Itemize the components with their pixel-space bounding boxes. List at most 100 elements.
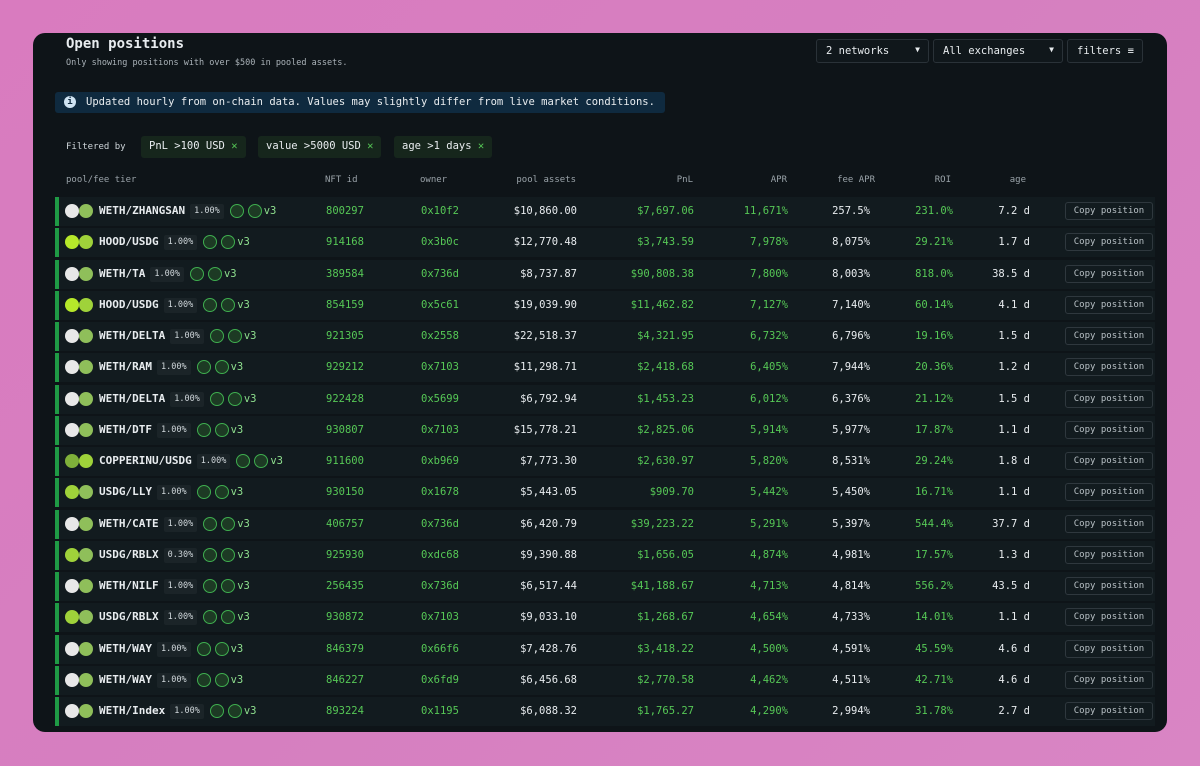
token-icon — [79, 547, 93, 562]
version: v3 — [237, 298, 250, 311]
pool-assets: $9,390.88 — [520, 548, 577, 561]
fee-apr: 5,977% — [832, 423, 870, 436]
copy-position-button[interactable]: Copy position — [1065, 327, 1153, 345]
banner-text: Updated hourly from on-chain data. Value… — [86, 96, 655, 108]
token-icon — [65, 422, 79, 437]
pnl: $39,223.22 — [630, 517, 694, 530]
token-icon — [79, 516, 93, 531]
button-label: filters — [1077, 45, 1122, 57]
copy-position-button[interactable]: Copy position — [1065, 295, 1153, 314]
age: 43.5 d — [992, 580, 1030, 592]
filter-chip[interactable]: age >1 days ✕ — [394, 136, 493, 158]
pool-name: HOOD/USDG — [99, 235, 159, 249]
token-icon — [65, 360, 79, 375]
apr: 5,442% — [750, 486, 788, 499]
version: v3 — [223, 267, 237, 280]
position-row: WETH/DELTA 1.00% v3 922428 0x5699 $6,792.94 $1… — [55, 384, 1155, 414]
token-icon — [65, 235, 79, 250]
age: 1.5 d — [998, 392, 1030, 405]
copy-position-button[interactable]: Copy position — [1065, 389, 1153, 408]
fee-apr: 6,796% — [832, 330, 870, 342]
apr: 4,500% — [750, 642, 788, 655]
copy-position-button[interactable]: Copy position — [1065, 670, 1153, 689]
fee-apr: 5,450% — [832, 486, 870, 499]
exchange-icon — [221, 297, 236, 312]
copy-position-button[interactable]: Copy position — [1065, 202, 1153, 220]
copy-position-button[interactable]: Copy position — [1065, 483, 1153, 502]
fee-tier: 1.00% — [150, 266, 184, 282]
exchange-icon — [221, 516, 236, 531]
roi: 29.24% — [915, 455, 953, 467]
pool-name: WETH/ZHANGSAN — [99, 204, 186, 217]
position-row: WETH/RAM 1.00% v3 929212 0x7103 $11,298.71 $2,… — [55, 353, 1155, 383]
column-header: PnL — [676, 175, 693, 185]
pnl: $90,808.38 — [630, 267, 694, 280]
roi: 17.57% — [915, 548, 953, 561]
filter-chip[interactable]: value >5000 USD ✕ — [258, 136, 382, 158]
copy-position-button[interactable]: Copy position — [1065, 452, 1153, 470]
age: 4.1 d — [998, 298, 1030, 311]
exchange-icon — [227, 329, 242, 343]
owner: 0x66f6 — [421, 642, 459, 655]
copy-position-button[interactable]: Copy position — [1065, 264, 1153, 283]
fee-tier: 1.00% — [190, 204, 224, 219]
pnl: $1,656.05 — [637, 548, 694, 561]
version: v3 — [237, 580, 250, 592]
nft-id: 256435 — [326, 580, 364, 592]
position-row: USDG/LLY 1.00% v3 930150 0x1678 $5,443.05 $909… — [55, 478, 1155, 508]
apr: 4,462% — [750, 673, 788, 686]
pool-assets: $7,773.30 — [520, 455, 577, 467]
copy-position-button[interactable]: Copy position — [1065, 702, 1153, 720]
token-icon — [65, 266, 79, 281]
copy-position-button[interactable]: Copy position — [1065, 233, 1153, 252]
age: 4.6 d — [998, 673, 1030, 686]
token-icon — [79, 672, 93, 687]
filters-button[interactable]: filters ≡ — [1067, 39, 1143, 63]
position-row: WETH/WAY 1.00% v3 846379 0x66f6 $7,428.76 $3,4… — [55, 634, 1155, 664]
version: v3 — [243, 705, 257, 717]
roi: 42.71% — [915, 673, 953, 686]
age: 1.5 d — [998, 330, 1030, 342]
pool-assets: $6,517.44 — [520, 580, 577, 592]
roi: 29.21% — [915, 236, 953, 249]
pnl: $1,268.67 — [637, 611, 694, 624]
roi: 19.16% — [915, 330, 953, 342]
exchange-icon — [203, 516, 218, 531]
copy-position-button[interactable]: Copy position — [1065, 514, 1153, 533]
copy-position-button[interactable]: Copy position — [1065, 545, 1153, 564]
version: v3 — [230, 486, 244, 499]
position-row: WETH/ZHANGSAN 1.00% v3 800297 0x10f2 $10,860.… — [55, 197, 1155, 226]
pool-assets: $8,737.87 — [520, 267, 577, 280]
exchange-icon — [214, 641, 229, 656]
copy-position-button[interactable]: Copy position — [1065, 639, 1153, 658]
apr: 6,012% — [750, 392, 788, 405]
roi: 556.2% — [915, 580, 953, 592]
nft-id: 846227 — [326, 673, 364, 686]
position-row: WETH/DTF 1.00% v3 930807 0x7103 $15,778.21 $2,… — [55, 415, 1155, 445]
pool-name: WETH/RAM — [99, 360, 152, 374]
roi: 31.78% — [915, 705, 953, 717]
nft-id: 854159 — [326, 298, 364, 311]
pnl: $11,462.82 — [630, 298, 694, 311]
copy-position-button[interactable]: Copy position — [1065, 358, 1153, 377]
nft-id: 921305 — [326, 330, 364, 342]
exchange-icon — [214, 422, 229, 437]
networks-dropdown[interactable]: 2 networks ▼ — [816, 39, 929, 63]
copy-position-button[interactable]: Copy position — [1065, 608, 1153, 627]
exchange-icon — [214, 485, 229, 500]
copy-position-button[interactable]: Copy position — [1065, 420, 1153, 439]
copy-position-button[interactable]: Copy position — [1065, 577, 1153, 595]
exchanges-dropdown[interactable]: All exchanges ▼ — [933, 39, 1063, 63]
filter-chip[interactable]: PnL >100 USD ✕ — [141, 136, 246, 158]
pool-name: WETH/DELTA — [99, 329, 166, 342]
exchange-icon — [221, 579, 236, 593]
position-row: WETH/WAY 1.00% v3 846227 0x6fd9 $6,456.68 $2,7… — [55, 665, 1155, 695]
exchange-icon — [203, 235, 218, 250]
nft-id: 930872 — [326, 611, 364, 624]
token-icon — [65, 329, 79, 343]
roi: 14.01% — [915, 611, 953, 624]
token-icon — [79, 297, 93, 312]
apr: 11,671% — [743, 205, 788, 217]
token-icon — [65, 516, 79, 531]
token-icon — [65, 485, 79, 500]
